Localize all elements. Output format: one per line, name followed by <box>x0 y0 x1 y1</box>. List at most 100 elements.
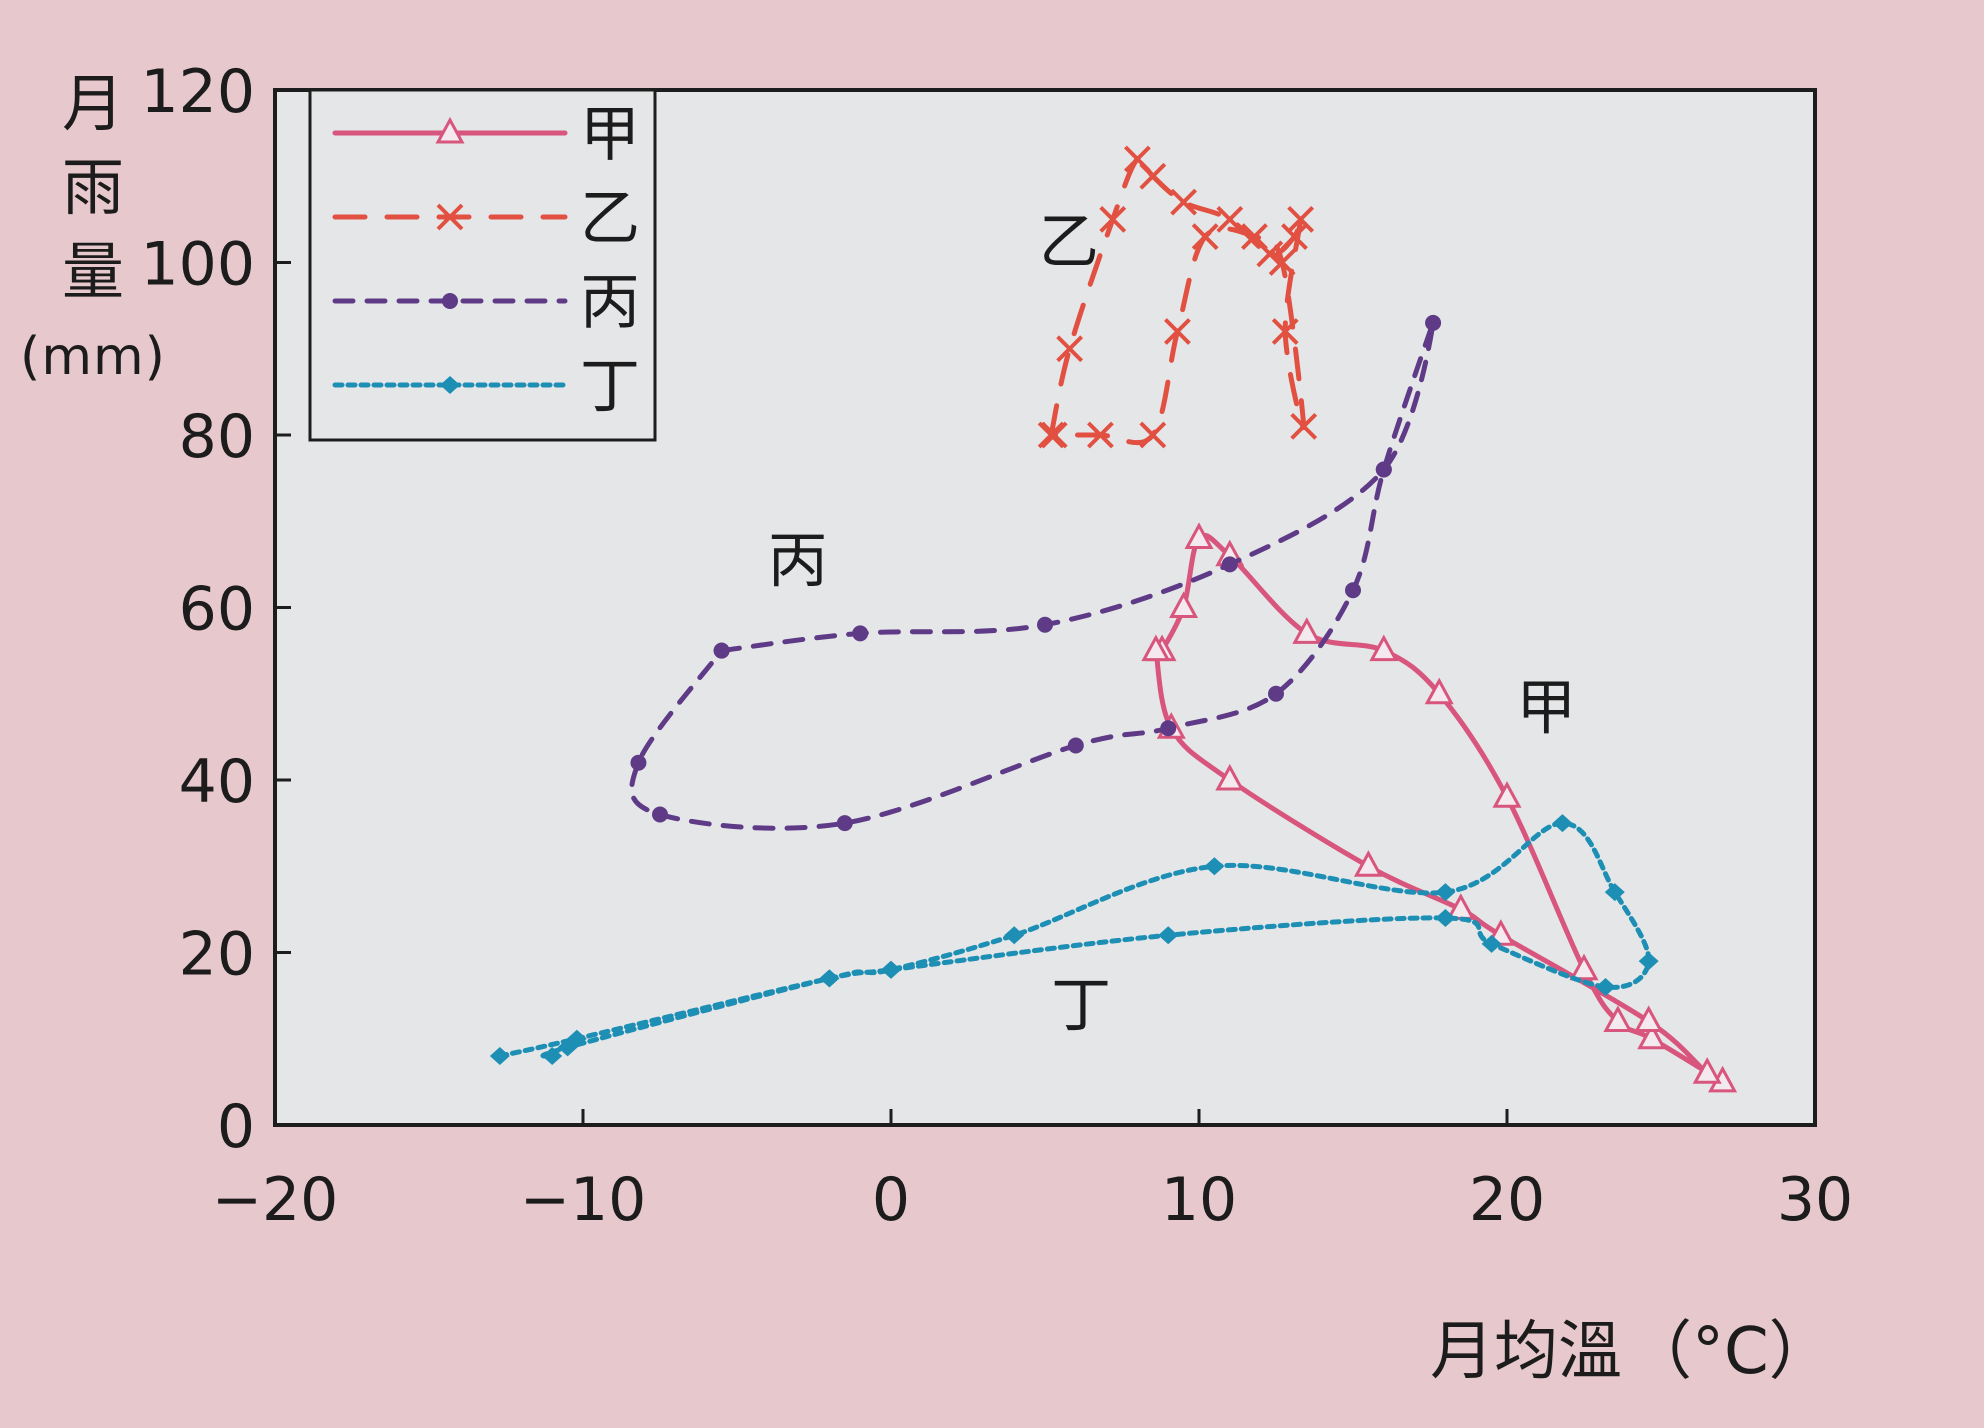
data-point <box>819 969 840 988</box>
y-tick-label: 0 <box>217 1092 255 1162</box>
data-point <box>1164 318 1191 345</box>
series-2 <box>1037 145 1318 449</box>
legend-entry-3: 丙 <box>332 268 640 338</box>
legend-box <box>308 88 657 442</box>
legend-label: 甲 <box>580 100 640 170</box>
data-point <box>1424 677 1454 705</box>
data-point <box>1435 909 1456 927</box>
y-tick-label: 120 <box>140 57 255 127</box>
data-point <box>1221 556 1238 573</box>
legend-entry-4: 丁 <box>332 352 640 422</box>
x-tick-label: 20 <box>1469 1165 1545 1235</box>
data-point <box>1603 1005 1633 1032</box>
data-point <box>1139 162 1167 190</box>
data-point <box>1037 616 1053 633</box>
data-point <box>1056 335 1084 363</box>
data-point <box>1425 314 1442 331</box>
y-axis-unit: (mm) <box>20 327 166 387</box>
data-point <box>489 1047 510 1065</box>
series-annotation-1: 甲 <box>1516 673 1576 743</box>
data-point <box>1692 1057 1722 1084</box>
data-point <box>1184 522 1214 549</box>
legend-label: 丁 <box>580 352 640 422</box>
data-point <box>1169 591 1199 618</box>
x-axis-label: 月均溫（°C） <box>1430 1300 1833 1392</box>
data-point <box>542 1047 563 1065</box>
y-tick-label: 40 <box>179 747 255 817</box>
data-point <box>1087 421 1114 449</box>
data-point <box>881 960 901 979</box>
data-point <box>1492 781 1522 808</box>
data-point <box>1037 421 1065 449</box>
data-point <box>836 815 853 832</box>
data-point <box>1099 205 1127 233</box>
y-tick-label: 80 <box>179 402 255 472</box>
data-point <box>1569 953 1599 981</box>
data-point <box>713 642 730 659</box>
x-tick-label: −20 <box>212 1165 339 1235</box>
data-point <box>1287 205 1315 233</box>
data-point <box>1345 582 1361 599</box>
data-point <box>630 754 647 771</box>
data-point <box>1435 883 1456 902</box>
data-point <box>1158 926 1179 945</box>
legend-label: 乙 <box>580 184 640 254</box>
annotation-layer: 甲 乙丙丁 <box>768 208 1576 1041</box>
series-layer <box>489 145 1738 1093</box>
data-point <box>1215 763 1245 791</box>
data-point <box>1604 883 1625 902</box>
y-axis-title-char: 量 <box>61 235 124 308</box>
data-point <box>1004 926 1025 945</box>
data-point <box>1375 461 1392 478</box>
series-line-3 <box>629 320 1436 831</box>
legend-marker <box>435 116 465 144</box>
series-4 <box>489 814 1659 1065</box>
data-point <box>1067 737 1084 754</box>
data-point <box>1481 934 1502 953</box>
data-point <box>1268 249 1296 276</box>
data-point <box>1170 188 1198 216</box>
data-point <box>1369 634 1399 662</box>
series-annotation-2: 乙 <box>1039 208 1099 278</box>
data-point <box>1271 318 1299 345</box>
data-point <box>557 1038 578 1057</box>
y-axis-title-char: 雨 <box>61 151 124 224</box>
data-point <box>1204 857 1225 876</box>
y-tick-label: 100 <box>140 230 255 300</box>
tick-layer: −20 −10 0 10 20 30 0 20 40 60 80 100 120 <box>140 57 1853 1235</box>
x-axis-unit: （°C） <box>1628 1315 1833 1389</box>
series-1 <box>1141 522 1738 1093</box>
series-annotation-3: 丙 <box>768 527 828 597</box>
data-point <box>1595 978 1616 996</box>
x-axis-title: 月均溫 <box>1430 1315 1622 1389</box>
data-point <box>1241 223 1268 251</box>
legend-marker <box>436 203 464 231</box>
x-tick-label: 0 <box>872 1165 910 1235</box>
y-axis-title-char: 月 <box>61 67 124 140</box>
data-point <box>1160 720 1177 737</box>
data-point <box>1290 412 1318 440</box>
data-point <box>1216 205 1244 233</box>
data-point <box>1637 1022 1667 1050</box>
data-point <box>1634 1005 1664 1032</box>
legend-label: 丙 <box>580 268 640 338</box>
data-point <box>652 806 668 823</box>
data-point <box>852 625 869 642</box>
series-3 <box>629 314 1442 832</box>
y-tick-label: 20 <box>179 920 255 990</box>
y-tick-label: 60 <box>179 575 255 645</box>
data-point <box>1638 952 1659 971</box>
y-axis-title: 月雨量 <box>18 62 168 314</box>
data-point <box>1552 814 1573 833</box>
series-annotation-4: 丁 <box>1051 971 1111 1041</box>
data-point <box>1040 421 1068 449</box>
y-axis-label: 月雨量 (mm) <box>18 62 168 392</box>
data-point <box>1191 223 1219 251</box>
x-tick-label: 30 <box>1777 1165 1853 1235</box>
data-point <box>1141 634 1171 662</box>
legend-entry-2: 乙 <box>332 184 640 254</box>
data-point <box>1353 850 1383 877</box>
legend-entry-1: 甲 <box>332 100 640 170</box>
